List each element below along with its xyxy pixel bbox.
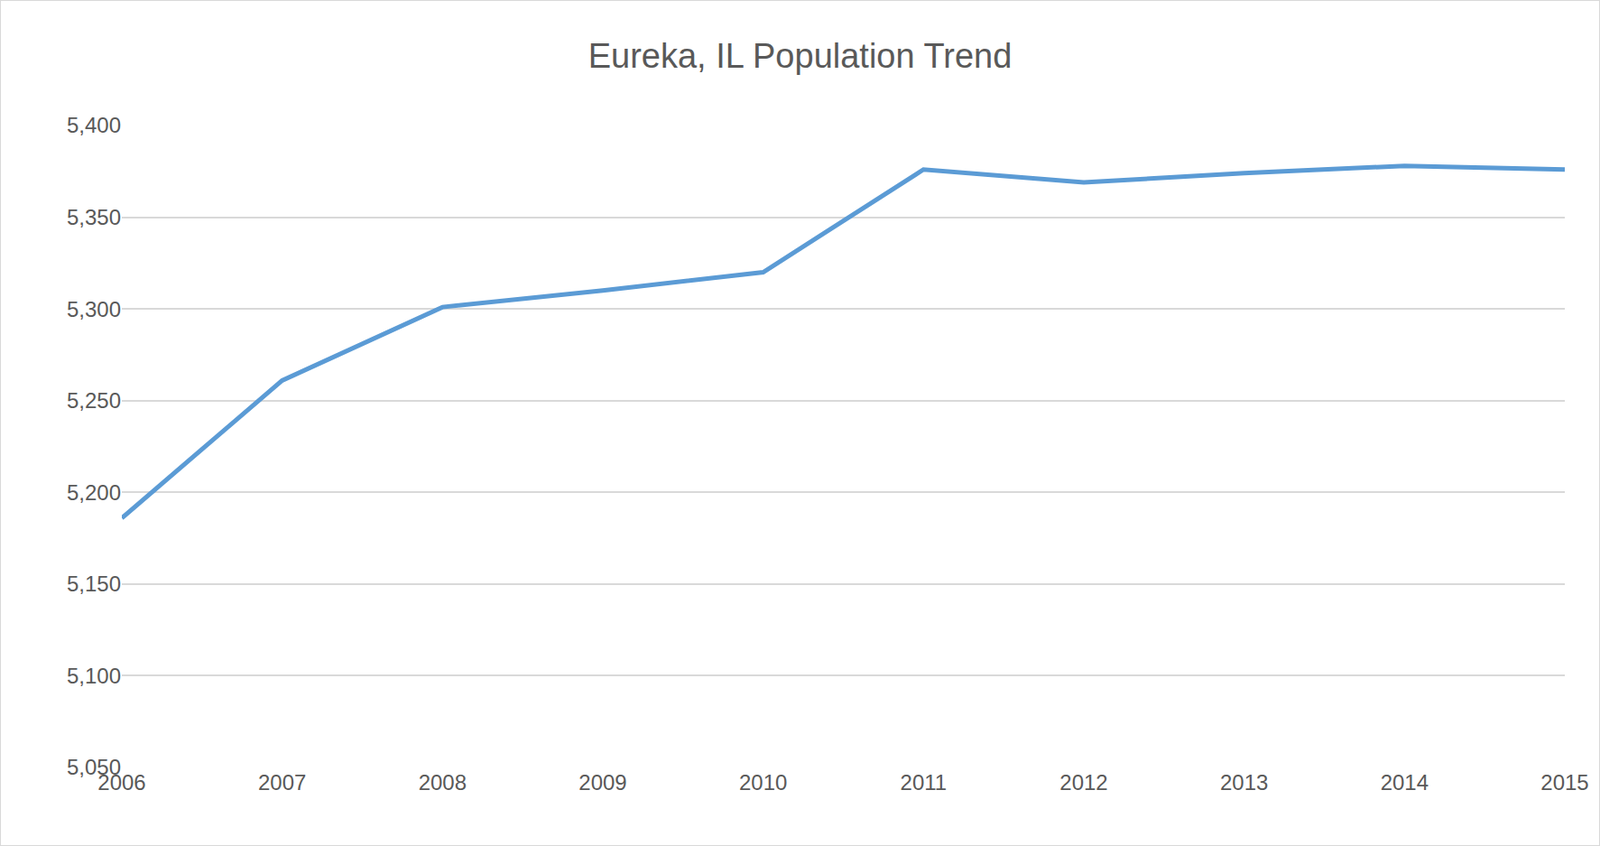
svg-text:5,300: 5,300 — [66, 296, 121, 322]
svg-text:2009: 2009 — [578, 769, 627, 795]
svg-text:2012: 2012 — [1059, 769, 1108, 795]
svg-text:5,350: 5,350 — [66, 204, 121, 230]
svg-text:2006: 2006 — [97, 769, 146, 795]
svg-text:5,050: 5,050 — [66, 754, 121, 779]
svg-text:5,400: 5,400 — [66, 112, 121, 138]
svg-text:2008: 2008 — [418, 769, 467, 795]
svg-text:2007: 2007 — [258, 769, 306, 795]
svg-text:5,250: 5,250 — [66, 388, 121, 413]
svg-text:2011: 2011 — [900, 769, 948, 795]
svg-text:5,200: 5,200 — [66, 480, 121, 505]
svg-text:5,100: 5,100 — [66, 663, 121, 688]
svg-text:2010: 2010 — [739, 769, 787, 795]
svg-text:2015: 2015 — [1540, 769, 1589, 795]
svg-text:Eureka, IL Population Trend: Eureka, IL Population Trend — [588, 36, 1013, 75]
svg-text:5,150: 5,150 — [66, 571, 121, 596]
svg-text:2013: 2013 — [1220, 769, 1268, 795]
svg-text:2014: 2014 — [1380, 769, 1429, 795]
